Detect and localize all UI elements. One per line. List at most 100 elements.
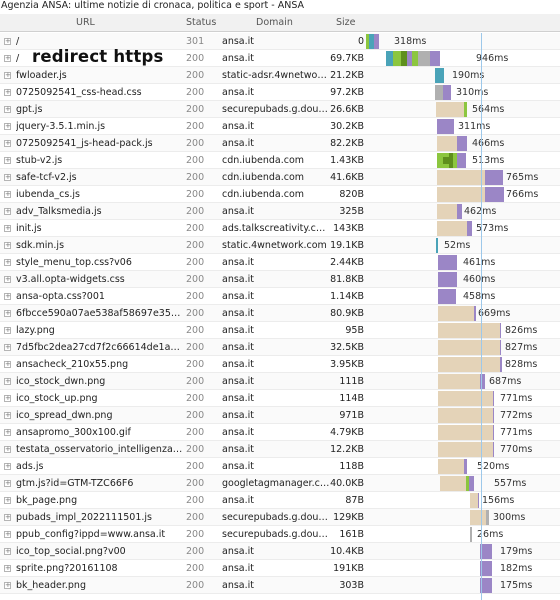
expand-row-icon[interactable]: +: [4, 122, 11, 130]
waterfall-segment-connect: [438, 272, 457, 287]
request-row[interactable]: + ico_stock_up.png 200 ansa.it 114B 771ms: [0, 390, 560, 407]
expand-row-icon[interactable]: +: [4, 292, 11, 300]
request-row[interactable]: + bk_header.png 200 ansa.it 303B 175ms: [0, 577, 560, 594]
request-domain: ansa.it: [222, 138, 254, 149]
expand-row-icon[interactable]: +: [4, 530, 11, 538]
waterfall-segment-blocking: [466, 476, 469, 491]
request-row[interactable]: +/301 ansa.it 0 318ms: [0, 33, 560, 50]
expand-row-icon[interactable]: +: [4, 360, 11, 368]
expand-row-icon[interactable]: +: [4, 37, 11, 45]
expand-row-icon[interactable]: +: [4, 139, 11, 147]
request-row[interactable]: + v3.all.opta-widgets.css 200 ansa.it 81.8KB…: [0, 271, 560, 288]
request-row[interactable]: +6fbcce590a07ae538af58697e35b1... 200 ansa…: [0, 305, 560, 322]
request-row[interactable]: + pubads_impl_2022111501.js 200 securepubad…: [0, 509, 560, 526]
request-duration: 175ms: [500, 580, 533, 591]
request-row[interactable]: + jquery-3.5.1.min.js 200 ansa.it 30.2KB 311m…: [0, 118, 560, 135]
request-row[interactable]: + ppub_config?ippd=www.ansa.it 200 securepu…: [0, 526, 560, 543]
request-row[interactable]: +/200 ansa.it 69.7KB 946ms: [0, 50, 560, 67]
expand-row-icon[interactable]: +: [4, 241, 11, 249]
expand-row-icon[interactable]: +: [4, 547, 11, 555]
column-header-status[interactable]: Status: [186, 17, 217, 28]
request-row[interactable]: + ico_stock_dwn.png 200 ansa.it 111B 687ms: [0, 373, 560, 390]
expand-row-icon[interactable]: +: [4, 377, 11, 385]
waterfall-segment-wait: [438, 425, 493, 440]
request-row[interactable]: + ico_spread_dwn.png 200 ansa.it 971B 772ms: [0, 407, 560, 424]
expand-row-icon[interactable]: +: [4, 445, 11, 453]
request-row[interactable]: + sprite.png?20161108 200 ansa.it 191KB 182ms: [0, 560, 560, 577]
request-url: safe-tcf-v2.js: [16, 172, 77, 183]
request-row[interactable]: + iubenda_cs.js 200 cdn.iubenda.com 820B 766m…: [0, 186, 560, 203]
waterfall-bar: 520ms: [366, 458, 560, 475]
expand-row-icon[interactable]: +: [4, 173, 11, 181]
request-row[interactable]: +0725092541_js-head-pack.js 200 ansa.it 82.…: [0, 135, 560, 152]
expand-row-icon[interactable]: +: [4, 309, 11, 317]
request-row[interactable]: + testata_osservatorio_intelligenza_a... 2…: [0, 441, 560, 458]
request-row[interactable]: + ico_top_social.png?v00 200 ansa.it 10.4KB 1…: [0, 543, 560, 560]
expand-row-icon[interactable]: +: [4, 479, 11, 487]
expand-row-icon[interactable]: +: [4, 207, 11, 215]
request-row[interactable]: +7d5fbc2dea27cd7f2c66614de1ad9... 200 ansa…: [0, 339, 560, 356]
request-row[interactable]: + sdk.min.js 200 static.4wnetwork.com 19.1KB…: [0, 237, 560, 254]
waterfall-segment-wait: [437, 170, 485, 185]
request-size: 325B: [339, 206, 364, 217]
expand-row-icon[interactable]: +: [4, 428, 11, 436]
request-row[interactable]: + gtm.js?id=GTM-TZC66F6 200 googletagmanage…: [0, 475, 560, 492]
request-row[interactable]: +0725092541_css-head.css 200 ansa.it 97.2KB…: [0, 84, 560, 101]
request-row[interactable]: + ansapromo_300x100.gif 200 ansa.it 4.79KB 77…: [0, 424, 560, 441]
expand-row-icon[interactable]: +: [4, 224, 11, 232]
request-row[interactable]: + ansacheck_210x55.png 200 ansa.it 3.95KB 828…: [0, 356, 560, 373]
request-row[interactable]: + gpt.js 200 securepubads.g.doubleclick.net…: [0, 101, 560, 118]
expand-row-icon[interactable]: +: [4, 326, 11, 334]
request-domain: static-adsr.4wnetwork.com: [222, 70, 330, 81]
expand-row-icon[interactable]: +: [4, 343, 11, 351]
request-size: 81.8KB: [330, 274, 364, 285]
expand-row-icon[interactable]: +: [4, 394, 11, 402]
expand-row-icon[interactable]: +: [4, 54, 11, 62]
request-size: 95B: [345, 325, 364, 336]
expand-row-icon[interactable]: +: [4, 411, 11, 419]
waterfall-bar: 310ms: [366, 84, 560, 101]
request-status: 200: [186, 206, 205, 217]
waterfall-segment-wait: [438, 391, 493, 406]
request-status: 301: [186, 36, 205, 47]
request-row[interactable]: + fwloader.js 200 static-adsr.4wnetwork.com…: [0, 67, 560, 84]
waterfall-bar: 827ms: [366, 339, 560, 356]
expand-row-icon[interactable]: +: [4, 564, 11, 572]
request-duration: 557ms: [494, 478, 527, 489]
request-duration: 52ms: [444, 240, 471, 251]
expand-row-icon[interactable]: +: [4, 71, 11, 79]
column-header-domain[interactable]: Domain: [256, 17, 293, 28]
request-row[interactable]: + adv_Talksmedia.js 200 ansa.it 325B 462ms: [0, 203, 560, 220]
expand-row-icon[interactable]: +: [4, 156, 11, 164]
request-row[interactable]: + lazy.png 200 ansa.it 95B 826ms: [0, 322, 560, 339]
request-row[interactable]: + init.js 200 ads.talkscreativity.com 143KB 5…: [0, 220, 560, 237]
expand-row-icon[interactable]: +: [4, 462, 11, 470]
waterfall-bar: 179ms: [366, 543, 560, 560]
expand-row-icon[interactable]: +: [4, 88, 11, 96]
column-header-url[interactable]: URL: [76, 17, 95, 28]
waterfall-segment-connect: [493, 391, 494, 406]
request-url: jquery-3.5.1.min.js: [16, 121, 106, 132]
request-row[interactable]: + style_menu_top.css?v06 200 ansa.it 2.44KB 4…: [0, 254, 560, 271]
request-duration: 765ms: [506, 172, 539, 183]
request-row[interactable]: + bk_page.png 200 ansa.it 87B 156ms: [0, 492, 560, 509]
waterfall-segment-blocking: [393, 51, 401, 66]
request-row[interactable]: + ansa-opta.css?001 200 ansa.it 1.14KB 458ms: [0, 288, 560, 305]
waterfall-segment-connect: [480, 374, 485, 389]
expand-row-icon[interactable]: +: [4, 190, 11, 198]
request-status: 200: [186, 257, 205, 268]
window-title: Agenzia ANSA: ultime notizie di cronaca,…: [1, 0, 305, 11]
expand-row-icon[interactable]: +: [4, 513, 11, 521]
expand-row-icon[interactable]: +: [4, 496, 11, 504]
request-domain: ansa.it: [222, 53, 254, 64]
expand-row-icon[interactable]: +: [4, 581, 11, 589]
expand-row-icon[interactable]: +: [4, 105, 11, 113]
waterfall-bar: 828ms: [366, 356, 560, 373]
request-row[interactable]: + stub-v2.js 200 cdn.iubenda.com 1.43KB 513ms: [0, 152, 560, 169]
request-row[interactable]: + safe-tcf-v2.js 200 cdn.iubenda.com 41.6KB 7…: [0, 169, 560, 186]
column-header-size[interactable]: Size: [336, 17, 356, 28]
expand-row-icon[interactable]: +: [4, 258, 11, 266]
expand-row-icon[interactable]: +: [4, 275, 11, 283]
request-row[interactable]: + ads.js 200 ansa.it 118B 520ms: [0, 458, 560, 475]
waterfall-bar: 460ms: [366, 271, 560, 288]
